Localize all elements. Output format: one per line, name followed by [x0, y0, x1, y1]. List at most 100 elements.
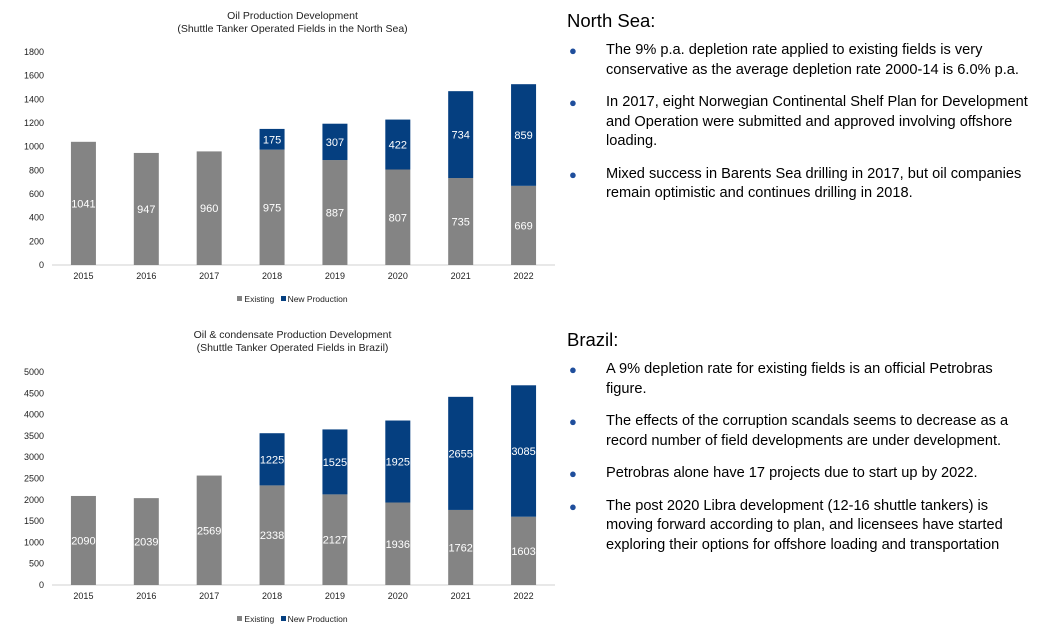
- bar-existing: [259, 149, 285, 265]
- panel-heading: Brazil:: [567, 329, 619, 350]
- data-label-existing: 2127: [323, 535, 347, 547]
- y-tick-label: 4500: [24, 388, 44, 398]
- legend-item-existing: Existing: [237, 294, 274, 304]
- data-label-new-production: 3085: [511, 446, 535, 458]
- legend-label-existing: Existing: [244, 613, 275, 624]
- chart-title: Oil & condensate Production Development …: [0, 329, 585, 355]
- y-tick-label: 1800: [24, 47, 44, 57]
- y-tick-label: 3000: [24, 452, 44, 462]
- data-label-new-production: 734: [452, 130, 470, 142]
- x-tick-label: 2022: [514, 591, 534, 601]
- data-label-existing: 887: [326, 208, 344, 220]
- bullet-dot-icon: ●: [569, 362, 577, 377]
- y-tick-label: 400: [29, 213, 44, 223]
- bar-existing: [448, 178, 474, 265]
- panel-heading: North Sea:: [567, 10, 656, 31]
- y-tick-label: 2000: [24, 495, 44, 505]
- bullet-item: ● The 9% p.a. depletion rate applied to e…: [567, 41, 1032, 80]
- bullet-item: ● In 2017, eight Norwegian Continental Sh…: [567, 93, 1032, 152]
- bullet-dot-icon: ●: [569, 166, 577, 182]
- bar-existing: [196, 475, 222, 585]
- bar-new-production: [259, 128, 285, 150]
- bullet-text: Mixed success in Barents Sea drilling in…: [606, 165, 1022, 202]
- bullet-text: The post 2020 Libra development (12-16 s…: [606, 497, 1003, 553]
- x-tick-label: 2021: [451, 591, 471, 601]
- legend-label-new-production: New Production: [287, 293, 348, 304]
- y-tick-label: 1000: [24, 537, 44, 547]
- bar-new-production: [511, 385, 537, 517]
- bar-existing: [196, 151, 222, 265]
- legend-swatch-existing: [237, 616, 243, 621]
- data-label-existing: 1762: [448, 542, 472, 554]
- bullet-dot-icon: ●: [569, 414, 577, 429]
- legend-item-new-production: New Production: [280, 614, 348, 624]
- bullet-dot-icon: ●: [569, 498, 577, 514]
- legend-swatch-new-production: [280, 616, 286, 621]
- bar-new-production: [448, 91, 474, 179]
- y-tick-label: 3500: [24, 431, 44, 441]
- x-tick-label: 2020: [388, 271, 408, 281]
- y-tick-label: 1200: [24, 118, 44, 128]
- bullet-text: Petrobras alone have 17 projects due to …: [606, 465, 978, 481]
- data-label-new-production: 1525: [323, 457, 347, 469]
- data-label-existing: 2039: [134, 537, 158, 549]
- data-label-existing: 735: [452, 217, 470, 229]
- bar-new-production: [448, 396, 474, 510]
- data-label-new-production: 175: [263, 134, 281, 146]
- brazil-chart: Oil & condensate Production Development …: [0, 318, 555, 625]
- bullet-text: The effects of the corruption scandals s…: [606, 413, 1009, 449]
- y-tick-label: 1400: [24, 94, 44, 104]
- data-label-existing: 2569: [197, 525, 221, 537]
- data-label-existing: 1603: [511, 546, 535, 558]
- y-tick-label: 200: [29, 236, 44, 246]
- bar-existing: [385, 169, 411, 265]
- y-tick-label: 0: [39, 580, 44, 590]
- legend-swatch-existing: [237, 296, 243, 301]
- y-tick-label: 600: [29, 189, 44, 199]
- chart-subtitle-line: (Shuttle Tanker Operated Fields in Brazi…: [196, 342, 389, 354]
- bullet-item: ● A 9% depletion rate for existing fields…: [567, 360, 1032, 399]
- data-label-new-production: 307: [326, 137, 344, 149]
- chart-legend: Existing New Production: [0, 293, 585, 304]
- y-tick-label: 1000: [24, 142, 44, 152]
- data-label-existing: 2338: [260, 530, 284, 542]
- bar-new-production: [322, 123, 348, 161]
- y-tick-label: 0: [39, 260, 44, 270]
- data-label-new-production: 2655: [448, 448, 472, 460]
- bullet-list: ● The 9% p.a. depletion rate applied to e…: [567, 41, 1032, 204]
- data-label-new-production: 1925: [386, 457, 410, 469]
- y-tick-label: 4000: [24, 410, 44, 420]
- legend-item-new-production: New Production: [280, 293, 348, 304]
- bar-existing: [385, 502, 411, 585]
- bar-existing: [322, 160, 348, 265]
- y-tick-label: 1500: [24, 516, 44, 526]
- data-label-new-production: 422: [389, 140, 407, 152]
- bullet-dot-icon: ●: [569, 95, 577, 110]
- legend-label-existing: Existing: [244, 293, 275, 304]
- data-label-existing: 2090: [71, 535, 95, 547]
- y-tick-label: 1600: [24, 71, 44, 81]
- brazil-panel: Brazil: ● A 9% depletion rate for existin…: [567, 329, 1032, 568]
- bar-existing: [70, 495, 96, 585]
- x-tick-label: 2019: [325, 271, 345, 281]
- x-tick-label: 2018: [262, 591, 282, 601]
- x-tick-label: 2019: [325, 591, 345, 601]
- data-label-existing: 975: [263, 202, 281, 214]
- north-sea-chart: Oil Production Development (Shuttle Tank…: [0, 0, 555, 312]
- bullet-dot-icon: ●: [569, 43, 577, 58]
- y-tick-label: 5000: [24, 367, 44, 377]
- chart-title-line: Oil Production Development: [227, 10, 358, 22]
- x-tick-label: 2018: [262, 271, 282, 281]
- bullet-item: ● The effects of the corruption scandals …: [567, 412, 1032, 451]
- bar-existing: [322, 494, 348, 585]
- x-tick-label: 2016: [136, 591, 156, 601]
- bar-existing: [133, 498, 159, 585]
- legend-swatch-new-production: [280, 296, 286, 301]
- bullet-text: A 9% depletion rate for existing fields …: [606, 361, 993, 397]
- x-tick-label: 2021: [451, 271, 471, 281]
- x-tick-label: 2015: [73, 271, 93, 281]
- x-tick-label: 2017: [199, 271, 219, 281]
- bullet-dot-icon: ●: [569, 466, 577, 481]
- bullet-item: ● The post 2020 Libra development (12-16 …: [567, 497, 1032, 556]
- x-tick-label: 2020: [388, 591, 408, 601]
